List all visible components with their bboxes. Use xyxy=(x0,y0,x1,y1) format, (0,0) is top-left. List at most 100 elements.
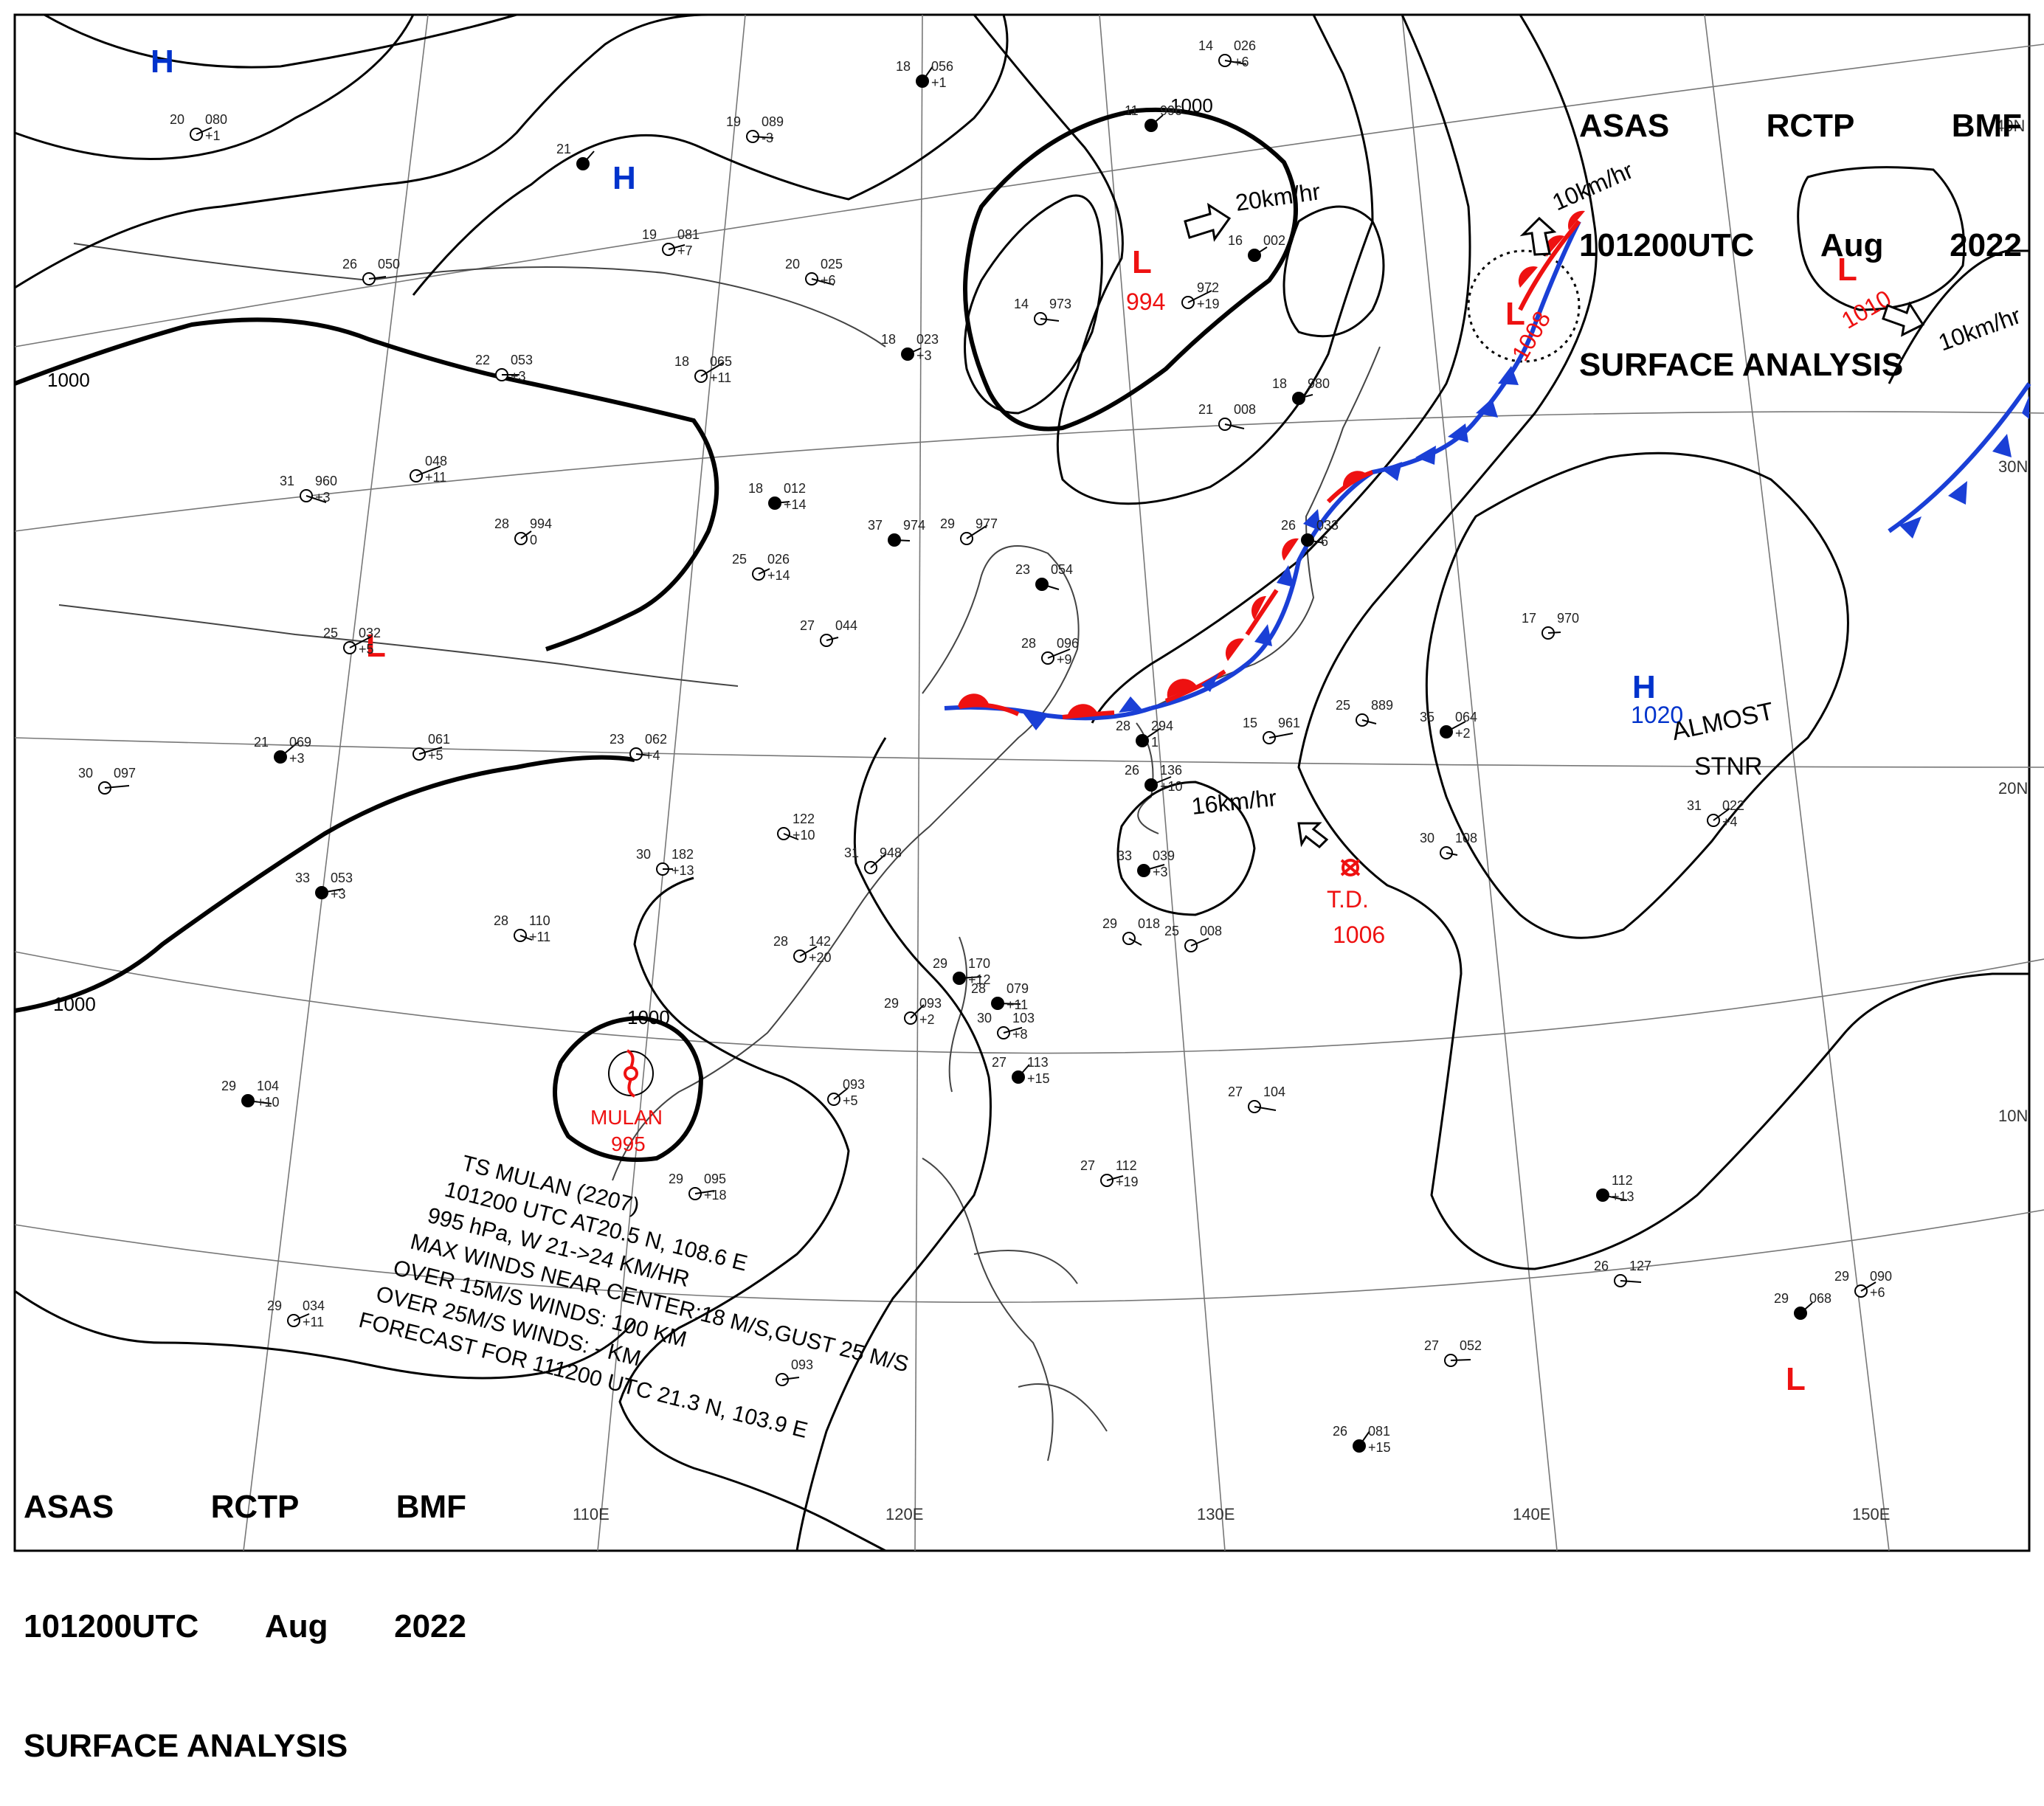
station-tendency: +20 xyxy=(809,950,832,965)
station-temperature: 35 xyxy=(1420,710,1434,724)
isobar xyxy=(1116,781,1256,916)
storm-circle xyxy=(608,1051,654,1096)
wind-barb xyxy=(1446,852,1458,856)
station-temperature: 21 xyxy=(556,142,571,156)
isobar xyxy=(44,13,517,69)
station-temperature: 27 xyxy=(1424,1338,1439,1353)
wind-barb xyxy=(833,1087,849,1100)
station-pressure: 994 xyxy=(530,516,552,531)
station-plot: 25 032 +5 xyxy=(323,626,381,657)
station-pressure: 053 xyxy=(331,871,353,885)
station-plot: 33 053 +3 xyxy=(295,871,353,902)
svg-text:20km/hr: 20km/hr xyxy=(1234,178,1322,216)
station-temperature: 20 xyxy=(785,257,800,271)
svg-text:30N: 30N xyxy=(1998,457,2028,476)
svg-text:140E: 140E xyxy=(1513,1505,1550,1523)
td-label: T.D. xyxy=(1327,886,1369,913)
station-plot: 21 069+3 xyxy=(254,735,311,766)
station-temperature: 11 xyxy=(1125,103,1139,118)
station-pressure: 064 xyxy=(1455,710,1477,724)
station-temperature: 29 xyxy=(221,1079,236,1093)
wind-barb xyxy=(519,935,533,941)
svg-text:1000: 1000 xyxy=(47,369,90,391)
station-tendency: +5 xyxy=(843,1093,858,1108)
station-pressure: 012 xyxy=(784,481,806,496)
station-plot: 29 090+6 xyxy=(1834,1269,1892,1300)
station-temperature: 29 xyxy=(884,996,899,1011)
station-temperature: 19 xyxy=(642,227,657,242)
station-tendency: +10 xyxy=(793,828,815,843)
wind-barb xyxy=(966,525,988,539)
wind-barb xyxy=(1268,733,1294,738)
station-pressure: 034 xyxy=(303,1298,325,1313)
station-tendency: +19 xyxy=(1197,297,1220,311)
station-temperature: 29 xyxy=(1102,916,1117,931)
station-temperature: 28 xyxy=(1116,719,1130,733)
station-tendency: +5 xyxy=(428,748,443,763)
wind-barb xyxy=(196,127,213,135)
station-temperature: 21 xyxy=(1198,402,1213,417)
station-tendency: +11 xyxy=(1007,997,1028,1012)
station-plot: 17 970 xyxy=(1522,611,1579,640)
station-temperature: 29 xyxy=(940,516,955,531)
wind-barb xyxy=(1800,1302,1813,1314)
station-tendency: +14 xyxy=(767,568,790,583)
station-plot: 18 065+11 xyxy=(674,354,732,385)
td-symbol xyxy=(1340,859,1361,876)
station-temperature: 29 xyxy=(933,956,947,971)
isobars xyxy=(14,13,2029,1552)
station-temperature: 16 xyxy=(1228,233,1243,248)
station-temperature: 18 xyxy=(896,59,911,74)
station-plot: 18 012+14 xyxy=(748,481,807,512)
station-temperature: 25 xyxy=(732,552,747,567)
station-plot: 972+19 xyxy=(1181,280,1220,311)
station-plot: 31 960 +3 xyxy=(280,474,337,505)
station-pressure: 294 xyxy=(1151,719,1173,733)
wind-barb xyxy=(520,530,532,539)
wind-barb xyxy=(907,347,922,355)
station-temperature: 28 xyxy=(773,934,788,949)
station-plot: 21 008 xyxy=(1198,402,1256,431)
wind-barb xyxy=(1307,539,1325,544)
wind-barb xyxy=(799,946,818,957)
station-pressure: 097 xyxy=(114,766,136,781)
wind-barb xyxy=(1254,246,1268,256)
station-plot: 29 095 +18 xyxy=(669,1172,727,1203)
station-tendency: +2 xyxy=(919,1012,935,1027)
station-pressure: 068 xyxy=(1809,1291,1831,1306)
station-pressure: 002 xyxy=(1263,233,1285,248)
wind-barb xyxy=(694,1190,715,1194)
station-pressure: 110 xyxy=(529,913,550,928)
wind-barb xyxy=(104,785,130,789)
station-plot: 28 096+9 xyxy=(1021,636,1079,667)
station-tendency: +11 xyxy=(425,470,446,485)
station-temperature: 19 xyxy=(726,114,741,129)
wind-barb xyxy=(1224,60,1247,65)
wind-barb xyxy=(1040,318,1060,322)
station-tendency: +4 xyxy=(1722,814,1738,829)
wind-barb xyxy=(774,501,790,504)
station-plot: 31 022+4 xyxy=(1687,798,1744,829)
wind-barb xyxy=(700,361,725,377)
station-plot: 25 889 xyxy=(1336,698,1393,727)
station-plot: 30 108 xyxy=(1420,831,1477,859)
station-temperature: 30 xyxy=(78,766,93,781)
station-plot: 27 104 xyxy=(1228,1084,1285,1113)
wind-barb xyxy=(247,1100,272,1104)
station-temperature: 18 xyxy=(881,332,896,347)
wind-barb xyxy=(1187,290,1212,303)
high-center: H xyxy=(151,44,174,80)
isobars-1000 xyxy=(13,107,1298,1162)
station-temperature: 26 xyxy=(1594,1259,1609,1273)
station-temperature: 20 xyxy=(170,112,184,127)
isobar xyxy=(795,737,992,1551)
station-temperature: 18 xyxy=(674,354,689,369)
station-tendency: +6 xyxy=(1870,1285,1885,1300)
isobar xyxy=(964,194,1103,415)
station-pressure: 056 xyxy=(931,59,953,74)
station-plot: 14 026 +6 xyxy=(1198,38,1256,69)
header-bottom-left: ASAS RCTP BMF 101200UTC Aug 2022 SURFACE ANA… xyxy=(24,1489,466,1764)
station-plot: 23 062+4 xyxy=(610,732,667,763)
motion-arrow-icon xyxy=(1882,301,1925,337)
station-pressure: 080 xyxy=(205,112,227,127)
